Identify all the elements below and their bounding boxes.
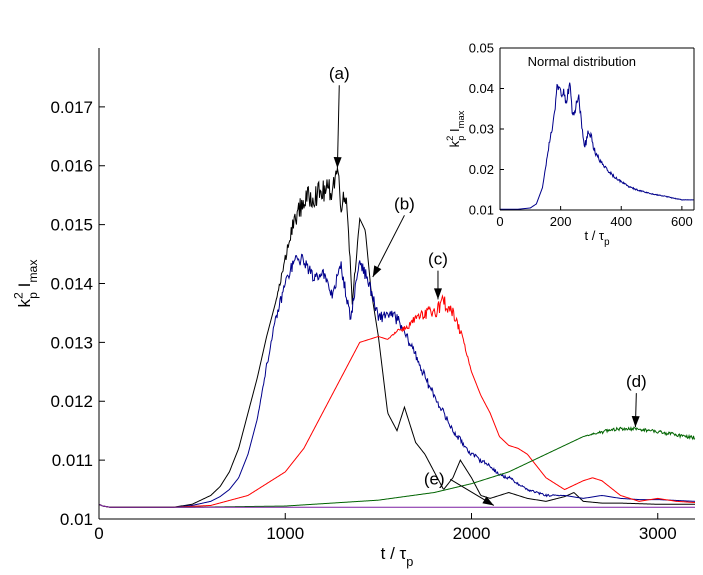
inset-title: Normal distribution <box>528 54 636 69</box>
x-tick-label: 0 <box>496 214 503 229</box>
y-tick-label: 0.016 <box>50 157 93 176</box>
y-tick-label: 0.011 <box>52 451 93 470</box>
main-chart: 0 1000 2000 30000.010.0110.0120.0130.0140.0… <box>11 48 696 569</box>
annotation-arrowhead <box>433 288 442 300</box>
series-line-3 <box>98 294 696 508</box>
x-tick-label: 3000 <box>639 524 677 543</box>
x-tick-label: 1000 <box>266 524 304 543</box>
y-tick-label: 0.017 <box>50 98 93 117</box>
y-tick-label: 0.015 <box>50 216 93 235</box>
annotation-label: (d) <box>626 372 647 391</box>
x-axis-label: t / τp <box>584 228 610 248</box>
inset-chart: 0 200 400 600 0.01 0.02 0.03 0.04 0.05 t / τp k2p … <box>445 41 695 248</box>
y-tick-label: 0.012 <box>50 392 93 411</box>
annotation-arrowhead <box>372 265 382 278</box>
y-tick-label: 0.02 <box>469 162 494 177</box>
annotation-arrowhead <box>333 157 342 169</box>
y-tick-label: 0.05 <box>469 41 494 56</box>
x-tick-label: 2000 <box>453 524 491 543</box>
series-line-1 <box>500 82 695 210</box>
annotation-arrow <box>372 215 405 278</box>
y-axis-label: k2p Imax <box>445 110 466 147</box>
y-tick-label: 0.03 <box>469 122 494 137</box>
series-line-2 <box>98 253 696 508</box>
annotation-label: (b) <box>394 194 415 213</box>
series-line-1 <box>98 167 695 508</box>
annotation-arrow <box>336 85 340 169</box>
x-tick-label: 0 <box>94 524 103 543</box>
x-tick-label: 600 <box>671 214 693 229</box>
x-tick-label: 400 <box>610 214 632 229</box>
y-tick-label: 0.013 <box>50 333 93 352</box>
x-axis-label: t / τp <box>381 544 414 569</box>
annotation-arrowhead <box>482 496 494 506</box>
inset-background <box>500 48 694 210</box>
y-axis-label: k2p Imax <box>11 260 39 308</box>
series-line-5 <box>98 503 695 508</box>
annotation-label: (e) <box>424 469 445 488</box>
annotation-label: (a) <box>329 64 350 83</box>
annotation-arrowhead <box>631 416 640 428</box>
series-line-4 <box>98 425 696 508</box>
annotation-label: (c) <box>428 250 448 269</box>
x-tick-label: 200 <box>550 214 572 229</box>
y-tick-label: 0.014 <box>50 274 93 293</box>
y-tick-label: 0.04 <box>469 81 494 96</box>
y-tick-label: 0.01 <box>469 203 494 218</box>
y-tick-label: 0.01 <box>60 510 93 529</box>
